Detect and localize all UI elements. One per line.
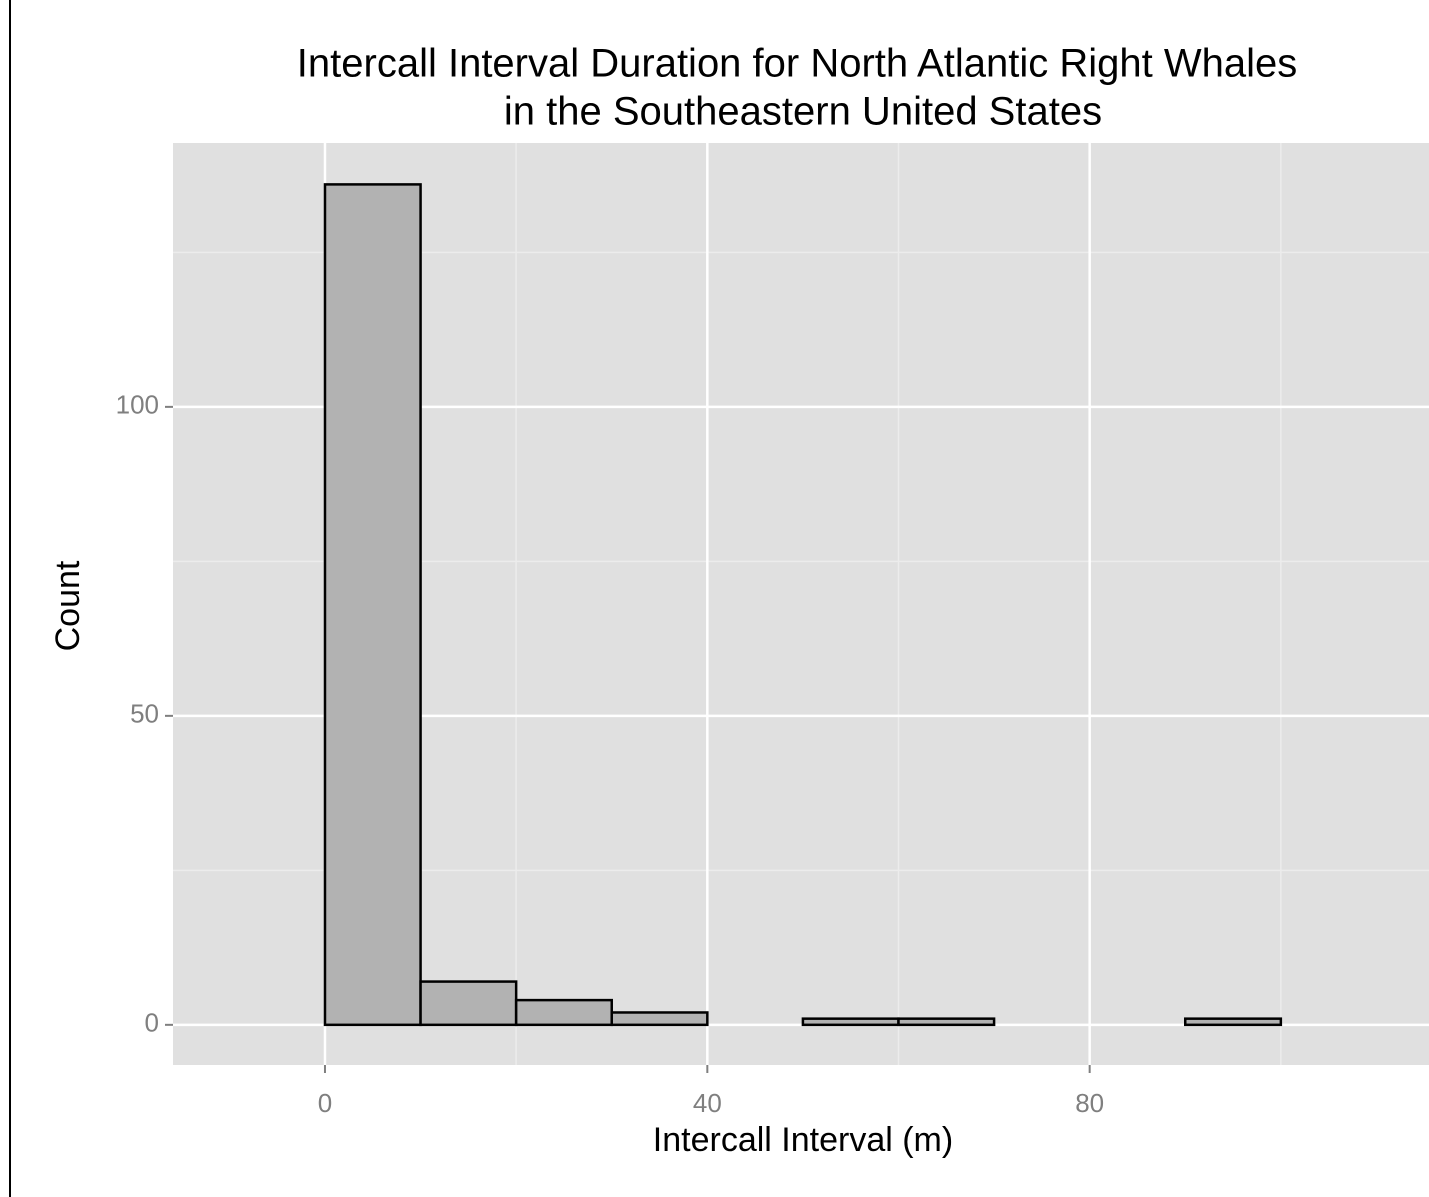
y-tick-label: 0 [145,1008,159,1038]
x-tick-label: 40 [693,1088,722,1118]
bar [514,998,613,1027]
x-tick-label: 80 [1075,1088,1104,1118]
x-tick-label: 0 [318,1088,332,1118]
bar [897,1017,996,1027]
chart-title: in the Southeastern United States [504,90,1102,134]
bar [323,183,422,1027]
y-axis-label: Count [49,560,87,651]
bars [323,183,1283,1027]
chart-title: Intercall Interval Duration for North At… [297,42,1297,86]
bar [610,1011,709,1027]
y-tick-label: 50 [130,699,159,729]
y-tick-label: 100 [116,390,159,420]
bar [1184,1017,1283,1027]
x-axis-label: Intercall Interval (m) [653,1121,953,1159]
bar [419,980,518,1027]
bar [801,1017,900,1027]
